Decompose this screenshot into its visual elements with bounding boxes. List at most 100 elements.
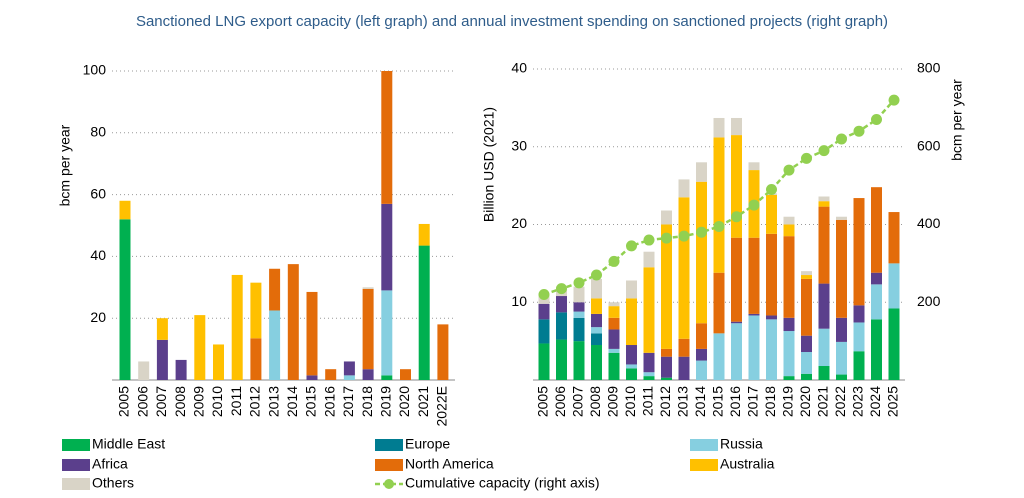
bar-segment <box>608 302 620 307</box>
x-tick-label: 2013 <box>265 386 281 417</box>
x-tick-label: 2012 <box>247 386 263 417</box>
bar-segment <box>766 315 777 320</box>
bar-segment <box>836 317 847 342</box>
x-tick-label: 2008 <box>172 386 188 417</box>
bar-segment <box>591 298 602 314</box>
y-tick-label: 60 <box>90 185 106 201</box>
y2-tick-label: 400 <box>917 215 941 231</box>
bar-segment <box>608 352 620 380</box>
bar-segment <box>626 280 637 299</box>
x-tick-label: 2011 <box>640 386 656 416</box>
bar-segment <box>818 366 830 380</box>
bar-segment <box>573 341 585 380</box>
bar-segment <box>801 373 812 380</box>
bar-segment <box>213 344 224 380</box>
legend-label: Others <box>92 475 134 491</box>
bar-segment <box>381 375 393 380</box>
legend-swatch <box>62 459 90 471</box>
line-point <box>713 220 725 232</box>
x-tick-label: 2012 <box>657 386 673 417</box>
x-tick-label: 2010 <box>209 386 225 417</box>
bar-segment <box>643 372 655 377</box>
bar-segment <box>836 219 847 318</box>
bar-segment <box>437 324 449 380</box>
line-point <box>556 283 567 295</box>
bar-segment <box>538 303 550 320</box>
bar-segment <box>696 162 707 182</box>
x-tick-label: 2020 <box>797 386 813 417</box>
bar-segment <box>538 319 550 344</box>
x-tick-label: 2007 <box>153 386 169 417</box>
x-tick-label: 2010 <box>622 386 638 417</box>
legend-swatch <box>375 459 403 471</box>
y-tick-label: 40 <box>511 60 527 76</box>
bar-segment <box>362 369 374 380</box>
bar-segment <box>818 196 830 202</box>
x-tick-label: 2016 <box>321 386 337 417</box>
line-point <box>871 114 882 126</box>
bar-segment <box>306 375 318 380</box>
y2-tick-label: 600 <box>917 137 941 153</box>
bar-segment <box>783 331 795 377</box>
x-tick-label: 2005 <box>116 386 132 417</box>
y-tick-label: 20 <box>511 215 527 231</box>
bar-segment <box>626 368 637 380</box>
x-tick-label: 2009 <box>191 386 207 417</box>
bar-segment <box>748 237 760 314</box>
bar-segment <box>696 360 707 380</box>
legend-label: Africa <box>92 456 128 472</box>
bar-segment <box>888 308 900 380</box>
bar-segment <box>853 198 865 306</box>
bar-segment <box>573 302 585 312</box>
bar-segment <box>343 361 355 376</box>
bar-segment <box>661 348 672 357</box>
line-point <box>853 125 865 137</box>
bar-segment <box>853 351 865 380</box>
bar-segment <box>381 203 393 291</box>
bar-segment <box>608 317 620 330</box>
x-tick-label: 2014 <box>692 386 708 417</box>
bar-segment <box>678 197 690 339</box>
legend-label: Cumulative capacity (right axis) <box>405 475 600 491</box>
bar-segment <box>713 137 725 273</box>
bar-segment <box>678 338 690 357</box>
bar-segment <box>591 278 602 299</box>
bar-segment <box>783 216 795 225</box>
y2-tick-label: 200 <box>917 293 941 309</box>
y-tick-label: 10 <box>511 293 527 309</box>
line-point <box>573 277 585 289</box>
x-tick-label: 2016 <box>727 386 743 417</box>
x-tick-label: 2014 <box>284 386 300 417</box>
y2-axis-label: bcm per year <box>949 79 965 161</box>
bar-segment <box>731 321 742 324</box>
bar-segment <box>661 210 672 225</box>
bar-segment <box>888 263 900 309</box>
bar-segment <box>591 333 602 346</box>
bar-segment <box>643 267 655 353</box>
bar-segment <box>381 71 393 204</box>
bar-segment <box>713 117 725 138</box>
bar-segment <box>888 212 900 264</box>
bar-segment <box>661 377 672 380</box>
bar-segment <box>696 181 707 324</box>
legend-swatch <box>690 459 718 471</box>
bar-segment <box>608 348 620 353</box>
line-point <box>678 230 690 242</box>
legend-swatch <box>375 439 403 451</box>
bar-segment <box>801 352 812 374</box>
bar-segment <box>156 339 168 380</box>
x-tick-label: 2021 <box>815 386 831 417</box>
line-point <box>661 232 672 244</box>
x-tick-label: 2009 <box>605 386 621 417</box>
line-point <box>538 288 550 300</box>
x-tick-label: 2020 <box>396 386 412 417</box>
bar-segment <box>678 179 690 198</box>
bar-segment <box>573 311 585 318</box>
line-point <box>801 152 812 164</box>
x-tick-label: 2017 <box>745 386 761 417</box>
bar-segment <box>556 296 567 313</box>
y-tick-label: 80 <box>90 124 106 140</box>
x-tick-label: 2018 <box>359 386 375 417</box>
bar-segment <box>418 223 430 246</box>
